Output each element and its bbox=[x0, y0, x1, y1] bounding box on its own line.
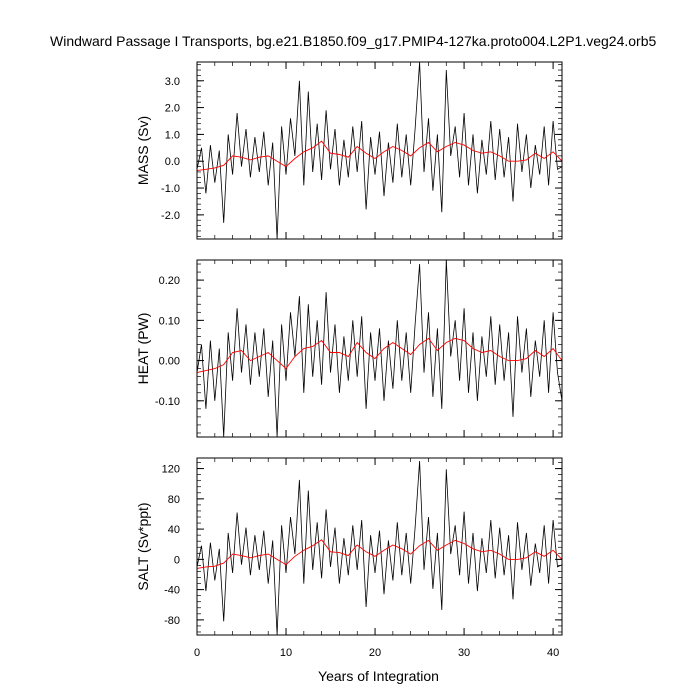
heat-ylabel: HEAT (PW) bbox=[135, 313, 151, 385]
salt-xtick-label: 20 bbox=[369, 647, 381, 659]
salt-ytick-label: -80 bbox=[164, 615, 180, 627]
mass-ytick-label: -1.0 bbox=[161, 183, 180, 195]
salt-xtick-label: 40 bbox=[547, 647, 559, 659]
salt-ytick-label: 0 bbox=[174, 554, 180, 566]
salt-ylabel: SALT (Sv*ppt) bbox=[135, 502, 151, 590]
heat-plot-frame bbox=[196, 259, 563, 438]
heat-raw-series-line bbox=[196, 259, 563, 438]
heat-ytick-label: 0.20 bbox=[159, 275, 180, 287]
mass-ytick-label: 2.0 bbox=[165, 103, 180, 115]
mass-raw-series-line bbox=[196, 61, 563, 240]
salt-ytick-label: 40 bbox=[168, 524, 180, 536]
mass-ytick-label: 1.0 bbox=[165, 129, 180, 141]
salt-ytick-label: 80 bbox=[168, 494, 180, 506]
heat-ytick-label: 0.10 bbox=[159, 315, 180, 327]
salt-ytick-label: -40 bbox=[164, 585, 180, 597]
heat-ytick-label: 0.00 bbox=[159, 356, 180, 368]
mass-ylabel: MASS (Sv) bbox=[135, 116, 151, 185]
salt-smoothed-series-line bbox=[196, 539, 563, 569]
mass-ytick-label: 3.0 bbox=[165, 76, 180, 88]
mass-smoothed-series-line bbox=[196, 140, 563, 172]
salt-raw-series-line bbox=[196, 460, 563, 636]
heat-ytick-label: -0.10 bbox=[155, 396, 180, 408]
heat-smoothed-series-line bbox=[196, 337, 563, 374]
mass-ytick-label: -2.0 bbox=[161, 210, 180, 222]
salt-xtick-label: 10 bbox=[280, 647, 292, 659]
mass-panel: -2.0 -1.0 0.0 1.0 2.0 3.0 MASS (Sv) bbox=[135, 61, 563, 240]
salt-panel: -80 -40 0 40 80 120 0 10 20 30 40 SALT (Sv*ppt) Year… bbox=[135, 457, 563, 684]
salt-xtick-label: 0 bbox=[194, 647, 200, 659]
xlabel: Years of Integration bbox=[318, 668, 439, 684]
salt-ytick-label: 120 bbox=[162, 464, 180, 476]
mass-ytick-label: 0.0 bbox=[165, 156, 180, 168]
salt-plot-frame bbox=[196, 457, 563, 636]
heat-panel: -0.10 0.00 0.10 0.20 HEAT (PW) bbox=[135, 259, 563, 438]
chart-title: Windward Passage I Transports, bg.e21.B1… bbox=[50, 33, 657, 49]
salt-xtick-label: 30 bbox=[458, 647, 470, 659]
